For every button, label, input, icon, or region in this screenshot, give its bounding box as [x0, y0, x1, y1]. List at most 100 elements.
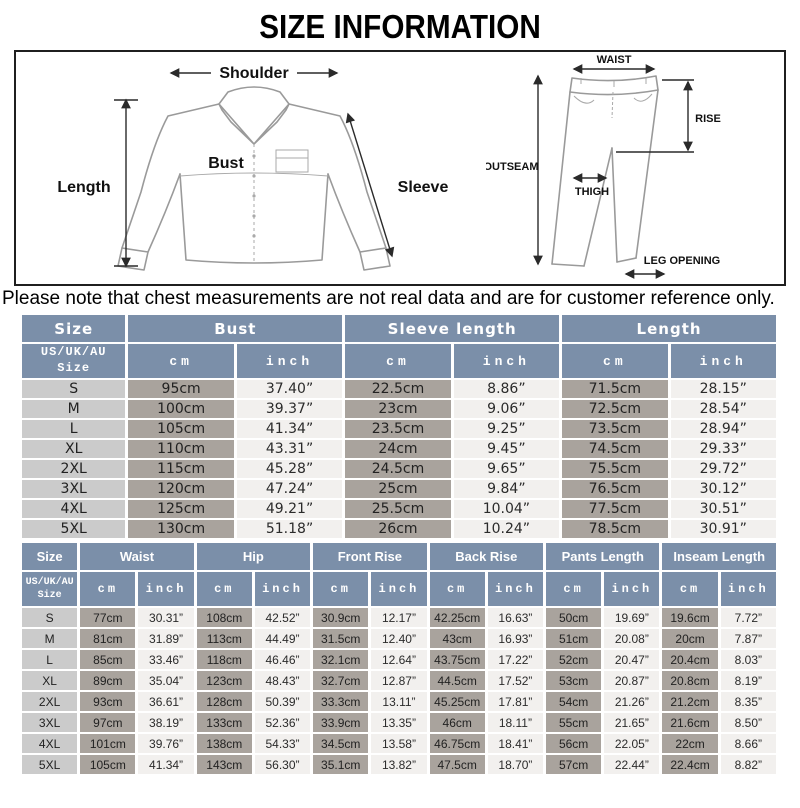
- cm-value-cell: 123cm: [196, 671, 252, 690]
- cm-value-cell: 31.5cm: [313, 629, 369, 648]
- inch-value-cell: 9.84”: [453, 480, 560, 498]
- inch-value-cell: 9.25”: [453, 420, 560, 438]
- cm-value-cell: 77.5cm: [562, 500, 668, 518]
- inch-value-cell: 8.03”: [720, 650, 776, 669]
- cm-value-cell: 51cm: [546, 629, 602, 648]
- cm-value-cell: 43.75cm: [429, 650, 485, 669]
- inch-value-cell: 13.58”: [371, 734, 427, 753]
- inch-value-cell: 8.50”: [720, 713, 776, 732]
- shirt-length-label: Length: [57, 179, 110, 196]
- inch-value-cell: 30.12”: [670, 480, 776, 498]
- inch-value-cell: 39.76”: [138, 734, 194, 753]
- pants-outseam-label: OUTSEAM: [486, 161, 539, 173]
- inch-value-cell: 8.86”: [453, 380, 560, 398]
- size-cell: 5XL: [22, 520, 126, 538]
- tops-unit-header-row: US/UK/AU Size cm inch cm inch cm inch: [22, 344, 776, 378]
- tops-us-size-header: US/UK/AU Size: [22, 344, 126, 378]
- cm-value-cell: 20.8cm: [662, 671, 718, 690]
- cm-value-cell: 128cm: [196, 692, 252, 711]
- pants-unit-header-row: US/UK/AU Size cm inch cm inch cm inch cm…: [22, 572, 776, 606]
- size-cell: XL: [22, 671, 78, 690]
- table-row: M 100cm 39.37” 23cm 9.06” 72.5cm 28.54”: [22, 400, 776, 418]
- inch-value-cell: 30.91”: [670, 520, 776, 538]
- size-cell: 5XL: [22, 755, 78, 774]
- inch-value-cell: 17.22”: [487, 650, 544, 669]
- inch-value-cell: 38.19”: [138, 713, 194, 732]
- inch-value-cell: 18.11”: [487, 713, 544, 732]
- shirt-shoulder-label: Shoulder: [219, 65, 288, 82]
- cm-value-cell: 22.5cm: [345, 380, 451, 398]
- tops-header-bust: Bust: [128, 315, 343, 342]
- size-cell: XL: [22, 440, 126, 458]
- cm-value-cell: 47.5cm: [429, 755, 485, 774]
- cm-value-cell: 113cm: [196, 629, 252, 648]
- cm-value-cell: 53cm: [546, 671, 602, 690]
- shirt-bust-label: Bust: [208, 155, 244, 172]
- inch-value-cell: 12.64”: [371, 650, 427, 669]
- table-row: 2XL 93cm 36.61” 128cm 50.39” 33.3cm 13.11” 45.2…: [22, 692, 776, 711]
- pants-header-inseam-length: Inseam Length: [662, 543, 776, 570]
- pants-size-table: Size Waist Hip Front Rise Back Rise Pant…: [19, 541, 779, 776]
- cm-value-cell: 22cm: [662, 734, 718, 753]
- inch-value-cell: 8.66”: [720, 734, 776, 753]
- cm-value-cell: 71.5cm: [562, 380, 668, 398]
- inch-value-cell: 18.41”: [487, 734, 544, 753]
- size-cell: 3XL: [22, 713, 78, 732]
- cm-value-cell: 19.6cm: [662, 608, 718, 627]
- tops-group-header-row: Size Bust Sleeve length Length: [22, 315, 776, 342]
- unit-header-inch: inch: [670, 344, 776, 378]
- unit-header-inch: inch: [254, 572, 311, 606]
- cm-value-cell: 120cm: [128, 480, 234, 498]
- pants-waist-label: WAIST: [597, 54, 632, 66]
- inch-value-cell: 28.94”: [670, 420, 776, 438]
- pants-us-size-header: US/UK/AU Size: [22, 572, 78, 606]
- table-row: 5XL 130cm 51.18” 26cm 10.24” 78.5cm 30.91”: [22, 520, 776, 538]
- inch-value-cell: 19.69”: [604, 608, 660, 627]
- inch-value-cell: 13.82”: [371, 755, 427, 774]
- cm-value-cell: 93cm: [80, 692, 136, 711]
- cm-value-cell: 35.1cm: [313, 755, 369, 774]
- inch-value-cell: 7.87”: [720, 629, 776, 648]
- inch-value-cell: 28.15”: [670, 380, 776, 398]
- cm-value-cell: 143cm: [196, 755, 252, 774]
- cm-value-cell: 54cm: [546, 692, 602, 711]
- pants-group-header-row: Size Waist Hip Front Rise Back Rise Pant…: [22, 543, 776, 570]
- unit-header-cm: cm: [80, 572, 136, 606]
- cm-value-cell: 138cm: [196, 734, 252, 753]
- size-cell: 3XL: [22, 480, 126, 498]
- pants-thigh-label: THIGH: [575, 186, 609, 198]
- cm-value-cell: 23cm: [345, 400, 451, 418]
- inch-value-cell: 16.63”: [487, 608, 544, 627]
- cm-value-cell: 55cm: [546, 713, 602, 732]
- reference-note: Please note that chest measurements are …: [2, 288, 775, 309]
- cm-value-cell: 30.9cm: [313, 608, 369, 627]
- pants-header-pants-length: Pants Length: [546, 543, 660, 570]
- cm-value-cell: 20cm: [662, 629, 718, 648]
- cm-value-cell: 74.5cm: [562, 440, 668, 458]
- cm-value-cell: 108cm: [196, 608, 252, 627]
- tops-header-size: Size: [22, 315, 126, 342]
- inch-value-cell: 29.33”: [670, 440, 776, 458]
- tops-header-sleeve-length: Sleeve length: [345, 315, 560, 342]
- cm-value-cell: 105cm: [128, 420, 234, 438]
- cm-value-cell: 33.3cm: [313, 692, 369, 711]
- inch-value-cell: 12.17”: [371, 608, 427, 627]
- cm-value-cell: 100cm: [128, 400, 234, 418]
- cm-value-cell: 43cm: [429, 629, 485, 648]
- inch-value-cell: 12.87”: [371, 671, 427, 690]
- inch-value-cell: 33.46”: [138, 650, 194, 669]
- table-row: XL 110cm 43.31” 24cm 9.45” 74.5cm 29.33”: [22, 440, 776, 458]
- inch-value-cell: 9.65”: [453, 460, 560, 478]
- size-cell: M: [22, 629, 78, 648]
- inch-value-cell: 35.04”: [138, 671, 194, 690]
- size-cell: M: [22, 400, 126, 418]
- unit-header-inch: inch: [453, 344, 560, 378]
- cm-value-cell: 52cm: [546, 650, 602, 669]
- inch-value-cell: 16.93”: [487, 629, 544, 648]
- pants-header-front-rise: Front Rise: [313, 543, 427, 570]
- inch-value-cell: 51.18”: [236, 520, 343, 538]
- cm-value-cell: 81cm: [80, 629, 136, 648]
- unit-header-cm: cm: [429, 572, 485, 606]
- unit-header-cm: cm: [196, 572, 252, 606]
- cm-value-cell: 24.5cm: [345, 460, 451, 478]
